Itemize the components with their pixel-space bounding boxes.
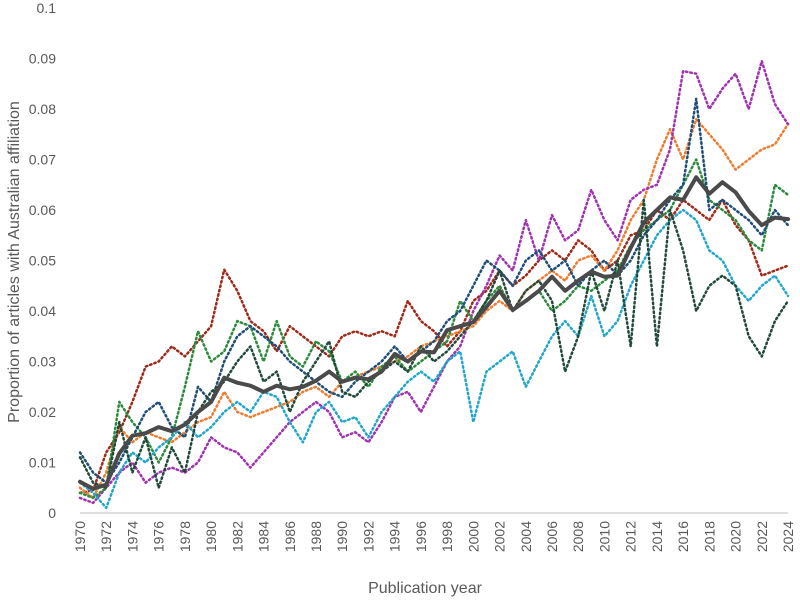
y-tick-label: 0.05 [29,253,56,269]
x-tick-label: 2002 [492,521,508,552]
series-line-series-6 [78,208,790,510]
x-tick-label: 1996 [413,521,429,552]
x-tick-label: 2018 [701,521,717,552]
x-tick-label: 1972 [98,521,114,552]
y-tick-label: 0.06 [29,202,56,218]
x-tick-label: 1990 [334,521,350,552]
series-line-series-3 [78,59,790,505]
x-tick-label: 2016 [675,521,691,552]
y-tick-label: 0.04 [29,303,56,319]
x-tick-label: 1992 [360,521,376,552]
x-tick-label: 2010 [596,521,612,552]
x-tick-label: 2020 [728,521,744,552]
y-tick-label: 0.02 [29,404,56,420]
series-line-series-7 [78,198,790,490]
x-tick-label: 2004 [518,521,534,552]
series-line-average [78,175,790,491]
x-tick-label: 1984 [256,521,272,552]
x-axis-ticks: 1970 1972 1974 1976 1978 1980 1982 1984 1986 1988… [72,521,796,552]
x-tick-label: 1988 [308,521,324,552]
x-tick-label: 1970 [72,521,88,552]
x-tick-label: 2006 [544,521,560,552]
y-tick-label: 0.1 [37,0,57,16]
x-tick-label: 2000 [465,521,481,552]
x-tick-label: 1994 [387,521,403,552]
x-axis-label: Publication year [368,580,483,597]
y-tick-label: 0.07 [29,152,56,168]
x-tick-label: 1986 [282,521,298,552]
x-tick-label: 1974 [124,521,140,552]
x-tick-label: 1998 [439,521,455,552]
series-layer [78,59,790,510]
y-tick-label: 0.01 [29,455,56,471]
x-tick-label: 1982 [229,521,245,552]
y-axis-ticks: 0 0.01 0.02 0.03 0.04 0.05 0.06 0.07 0.08 0.09 0.1 [29,0,56,521]
x-tick-label: 1976 [151,521,167,552]
x-tick-label: 2022 [754,521,770,552]
y-tick-label: 0 [48,505,56,521]
y-tick-label: 0.09 [29,51,56,67]
x-tick-label: 1978 [177,521,193,552]
x-tick-label: 2012 [623,521,639,552]
series-line-series-2 [78,117,790,500]
y-tick-label: 0.03 [29,354,56,370]
x-tick-label: 1980 [203,521,219,552]
y-tick-label: 0.08 [29,101,56,117]
y-axis-label: Proportion of articles with Australian a… [6,101,23,423]
x-tick-label: 2024 [780,521,796,552]
x-tick-label: 2008 [570,521,586,552]
x-tick-label: 2014 [649,521,665,552]
